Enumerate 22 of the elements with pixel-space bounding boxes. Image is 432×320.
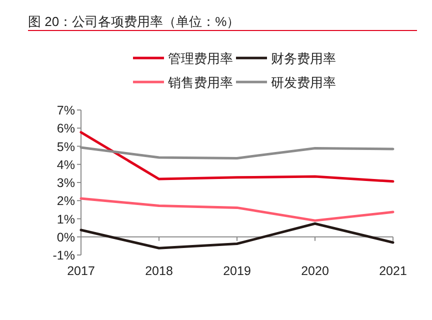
y-tick-label: -1%: [52, 248, 75, 262]
x-tick-label: 2019: [223, 264, 251, 278]
y-tick-label: 3%: [56, 176, 75, 190]
legend-label: 管理费用率: [168, 51, 233, 66]
line-series: [80, 222, 394, 250]
y-tick-label: 1%: [56, 212, 75, 226]
y-tick-label: 0%: [56, 230, 75, 244]
x-tick-label: 2018: [145, 264, 173, 278]
y-tick-label: 6%: [56, 122, 75, 136]
line-series: [80, 197, 394, 222]
legend-label: 财务费用率: [271, 51, 336, 66]
y-tick-label: 2%: [56, 194, 75, 208]
legend-label: 研发费用率: [271, 75, 336, 90]
x-tick-label: 2017: [67, 264, 95, 278]
line-series: [80, 131, 394, 183]
chart-title: 图 20：公司各项费用率（单位：%）: [28, 14, 240, 29]
y-tick-label: 4%: [56, 158, 75, 172]
x-tick-label: 2021: [379, 264, 407, 278]
y-tick-label: 7%: [56, 104, 75, 118]
y-tick-label: 5%: [56, 140, 75, 154]
x-tick-label: 2020: [301, 264, 329, 278]
legend-label: 销售费用率: [167, 75, 233, 90]
